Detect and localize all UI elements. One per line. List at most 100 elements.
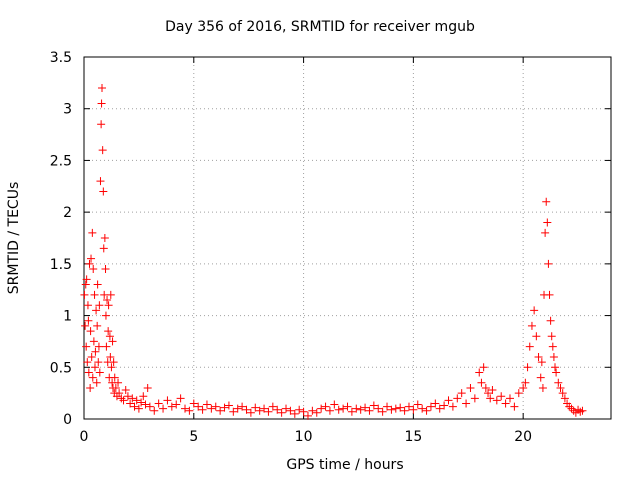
data-point	[88, 228, 97, 237]
data-point	[172, 400, 181, 409]
data-point	[98, 146, 107, 155]
data-point	[94, 358, 103, 367]
data-point	[107, 363, 116, 372]
data-point	[530, 306, 539, 315]
data-point	[477, 378, 486, 387]
data-point	[104, 301, 113, 310]
plot-frame	[83, 56, 612, 420]
data-point	[317, 404, 326, 413]
data-point	[325, 406, 334, 415]
data-point	[481, 383, 490, 392]
data-point	[556, 383, 565, 392]
data-point	[84, 368, 93, 377]
data-point	[497, 392, 506, 401]
data-point	[123, 392, 132, 401]
data-point	[92, 306, 101, 315]
y-tick-label: 1.5	[50, 257, 72, 273]
data-point	[176, 394, 185, 403]
data-point	[347, 407, 356, 416]
data-point	[558, 389, 567, 398]
data-point	[97, 120, 106, 129]
data-point	[229, 407, 238, 416]
data-point	[100, 234, 109, 242]
data-point	[119, 396, 128, 405]
data-point	[92, 378, 101, 387]
y-tick-label: 0	[63, 412, 72, 428]
data-point	[268, 402, 277, 411]
data-point	[238, 402, 247, 411]
data-point	[514, 389, 523, 398]
data-point	[132, 396, 141, 405]
data-point	[88, 373, 97, 382]
data-point	[448, 402, 457, 411]
data-point	[86, 327, 95, 336]
plot-border	[83, 56, 612, 420]
data-point	[163, 396, 172, 405]
data-point	[486, 394, 495, 403]
data-point	[492, 396, 501, 405]
data-point	[89, 265, 98, 274]
data-point	[536, 373, 545, 382]
data-point	[109, 358, 118, 367]
data-point	[143, 383, 152, 392]
x-tick-label: 0	[80, 429, 89, 445]
data-point	[233, 404, 242, 413]
data-point	[470, 394, 479, 403]
data-point	[134, 404, 143, 413]
data-point	[202, 400, 211, 409]
data-point	[546, 316, 555, 325]
data-point	[457, 389, 466, 398]
data-point	[198, 405, 207, 414]
data-point	[435, 404, 444, 413]
data-point	[150, 406, 159, 415]
data-point	[101, 311, 110, 320]
data-point	[431, 399, 440, 408]
data-point	[189, 399, 198, 408]
data-point	[534, 352, 543, 361]
data-point	[273, 405, 282, 414]
data-point	[81, 280, 90, 289]
data-point	[94, 342, 103, 351]
data-point	[295, 405, 304, 414]
data-point	[128, 394, 137, 403]
data-point	[343, 402, 352, 411]
x-tick-label: 10	[295, 429, 313, 445]
data-point	[413, 400, 422, 409]
data-point	[523, 363, 532, 372]
data-point	[356, 405, 365, 414]
data-point	[167, 402, 176, 411]
data-point	[321, 402, 330, 411]
data-point	[426, 402, 435, 411]
data-point	[551, 363, 560, 372]
data-point	[479, 363, 488, 372]
data-point	[545, 290, 554, 299]
data-point	[224, 401, 233, 410]
data-point	[488, 386, 497, 395]
data-point	[560, 394, 569, 403]
data-point	[220, 403, 229, 412]
data-point	[440, 401, 449, 410]
data-point	[82, 342, 91, 351]
data-point	[510, 402, 519, 411]
data-point	[505, 394, 514, 403]
data-point	[81, 321, 90, 330]
data-point	[400, 406, 409, 415]
data-point	[383, 402, 392, 411]
data-point	[83, 358, 92, 367]
data-point	[141, 400, 150, 409]
data-point	[374, 404, 383, 413]
data-point	[105, 332, 114, 341]
data-point	[95, 368, 104, 377]
data-point	[567, 404, 576, 413]
data-point	[519, 383, 528, 392]
data-point	[552, 368, 561, 377]
data-point	[86, 383, 95, 392]
data-point	[126, 399, 135, 408]
data-point	[181, 404, 190, 413]
data-point	[544, 259, 553, 268]
data-point	[91, 347, 100, 356]
data-point	[453, 394, 462, 403]
y-tick-label: 1	[63, 309, 72, 325]
data-point	[87, 254, 96, 263]
data-point	[111, 383, 120, 392]
